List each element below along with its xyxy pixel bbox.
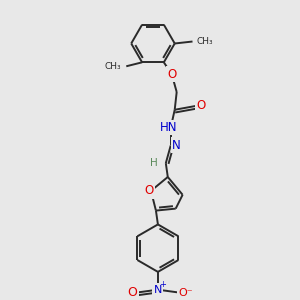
Text: CH₃: CH₃ [196,37,213,46]
Text: +: + [159,280,166,289]
Text: O: O [127,286,137,299]
Text: CH₃: CH₃ [105,62,121,71]
Text: H: H [150,158,158,168]
Text: N: N [172,139,181,152]
Text: O: O [167,68,176,81]
Text: O: O [144,184,154,197]
Text: O: O [197,99,206,112]
Text: HN: HN [160,121,178,134]
Text: N: N [154,285,162,295]
Text: O⁻: O⁻ [178,288,193,298]
